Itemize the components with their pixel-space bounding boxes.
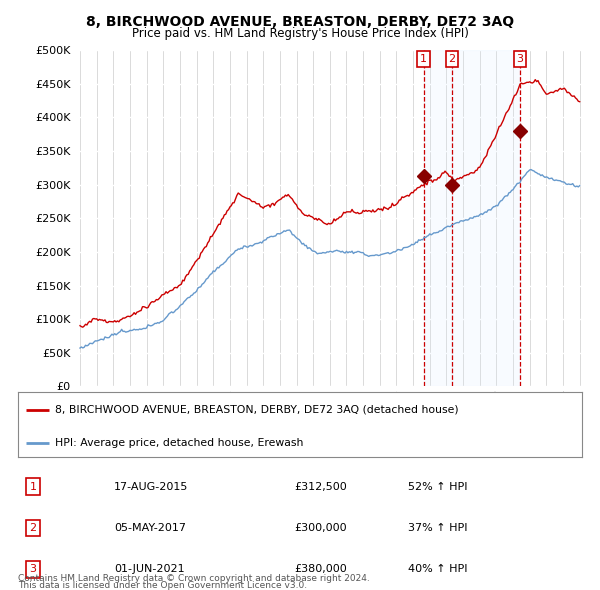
Bar <box>424 50 452 386</box>
Text: 01-JUN-2021: 01-JUN-2021 <box>114 565 185 574</box>
Text: 52% ↑ HPI: 52% ↑ HPI <box>408 482 467 491</box>
Text: £380,000: £380,000 <box>294 565 347 574</box>
Text: 1: 1 <box>29 482 37 491</box>
Text: Price paid vs. HM Land Registry's House Price Index (HPI): Price paid vs. HM Land Registry's House … <box>131 27 469 40</box>
Text: Contains HM Land Registry data © Crown copyright and database right 2024.: Contains HM Land Registry data © Crown c… <box>18 574 370 583</box>
Text: 40% ↑ HPI: 40% ↑ HPI <box>408 565 467 574</box>
Text: HPI: Average price, detached house, Erewash: HPI: Average price, detached house, Erew… <box>55 438 303 448</box>
Text: 1: 1 <box>420 54 427 64</box>
Text: £300,000: £300,000 <box>294 523 347 533</box>
Text: 05-MAY-2017: 05-MAY-2017 <box>114 523 186 533</box>
Bar <box>452 50 520 386</box>
Text: 2: 2 <box>29 523 37 533</box>
Text: 8, BIRCHWOOD AVENUE, BREASTON, DERBY, DE72 3AQ: 8, BIRCHWOOD AVENUE, BREASTON, DERBY, DE… <box>86 15 514 29</box>
Text: £312,500: £312,500 <box>294 482 347 491</box>
Text: 3: 3 <box>29 565 37 574</box>
Text: 8, BIRCHWOOD AVENUE, BREASTON, DERBY, DE72 3AQ (detached house): 8, BIRCHWOOD AVENUE, BREASTON, DERBY, DE… <box>55 405 458 415</box>
Text: 3: 3 <box>517 54 524 64</box>
Text: 37% ↑ HPI: 37% ↑ HPI <box>408 523 467 533</box>
Text: 17-AUG-2015: 17-AUG-2015 <box>114 482 188 491</box>
Text: 2: 2 <box>449 54 455 64</box>
Text: This data is licensed under the Open Government Licence v3.0.: This data is licensed under the Open Gov… <box>18 581 307 590</box>
